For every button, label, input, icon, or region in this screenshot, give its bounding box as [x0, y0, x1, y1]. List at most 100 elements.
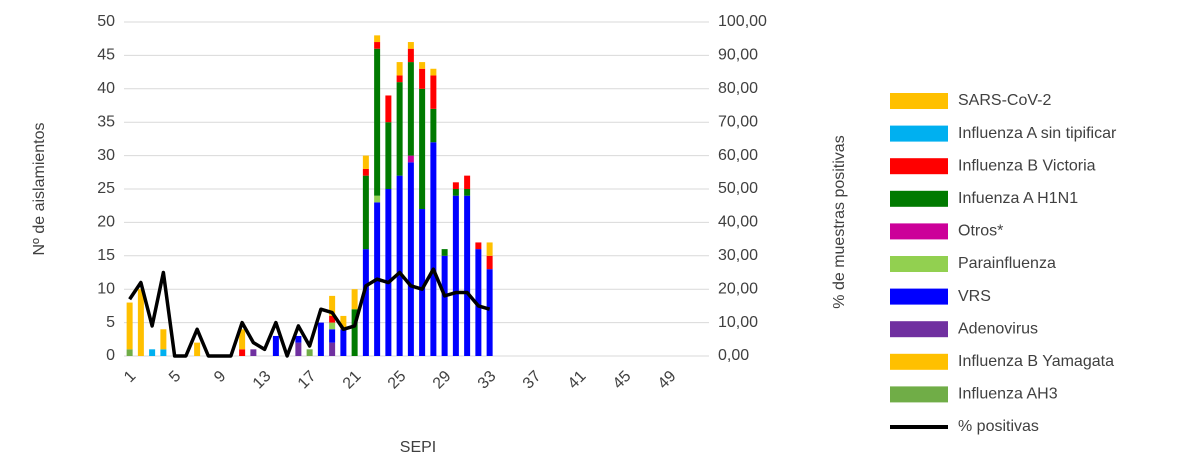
bar-segment [239, 349, 246, 356]
y2-tick-label: 50,00 [718, 180, 758, 197]
bar-segment [374, 35, 381, 43]
bar-segment [194, 342, 201, 356]
bar-segment [430, 108, 437, 143]
bar-segment [362, 155, 369, 169]
bar-segment [396, 75, 403, 83]
bar-segment [374, 42, 381, 49]
bar-segment [329, 295, 336, 316]
bar-segment [441, 255, 448, 356]
x-tick-label: 45 [610, 368, 635, 393]
x-tick-label: 21 [340, 368, 365, 393]
y-tick-label: 35 [97, 113, 115, 130]
bar-segment [396, 62, 403, 76]
y-tick-label: 10 [97, 280, 115, 297]
y2-tick-label: 10,00 [718, 314, 758, 331]
y2-tick-label: 70,00 [718, 113, 758, 130]
y2-tick-label: 40,00 [718, 214, 758, 231]
y2-tick-label: 80,00 [718, 80, 758, 97]
legend-swatch [890, 256, 948, 272]
bar-segment [475, 242, 482, 250]
bar-segment [430, 142, 437, 356]
y2-tick-label: 20,00 [718, 280, 758, 297]
bar-segment [160, 329, 167, 350]
bar-segment [306, 349, 313, 356]
bar-segment [441, 249, 448, 256]
bar-segment [385, 95, 392, 123]
y-tick-label: 5 [106, 314, 115, 331]
y2-tick-label: 0,00 [718, 347, 749, 364]
y-tick-label: 15 [97, 247, 115, 264]
bar-segment [419, 88, 426, 210]
bar-segment [486, 255, 493, 270]
x-axis-title: SEPI [400, 439, 436, 456]
legend-swatch [890, 353, 948, 370]
bar-segment [362, 168, 369, 176]
x-tick-label: 25 [385, 368, 410, 393]
legend-label: Influenza B Yamagata [958, 353, 1114, 370]
legend-swatch [890, 93, 948, 109]
legend-swatch [890, 190, 948, 207]
bar-segment [374, 48, 381, 196]
legend-label: Adenovirus [958, 320, 1038, 337]
bar-segment [329, 342, 336, 356]
bar-segment [149, 349, 156, 356]
x-tick-label: 1 [121, 368, 139, 386]
bar-segment [452, 195, 459, 356]
bar-segment [486, 242, 493, 256]
y-tick-label: 20 [97, 214, 115, 231]
y2-tick-label: 30,00 [718, 247, 758, 264]
legend-label: Influenza AH3 [958, 386, 1058, 403]
line-series [128, 267, 491, 358]
legend-label: Parainfluenza [958, 255, 1056, 272]
bar-segment [137, 289, 144, 356]
x-tick-label: 5 [166, 368, 184, 386]
x-tick-label: 13 [250, 368, 275, 393]
y-tick-label: 25 [97, 180, 115, 197]
legend-swatch [890, 386, 948, 403]
bar-segment [464, 189, 471, 196]
bar-segment [396, 175, 403, 356]
legend-swatch [890, 321, 948, 338]
bar-segment [407, 42, 414, 49]
bar-segment [362, 249, 369, 356]
x-tick-label: 49 [655, 368, 680, 393]
legend-swatch [890, 125, 948, 142]
legend-swatch [890, 288, 948, 305]
x-tick-label: 17 [295, 368, 320, 393]
bar-segment [419, 68, 426, 89]
bar-segment [419, 209, 426, 356]
legend-label: Infuenza A H1N1 [958, 190, 1078, 207]
bar-segment [452, 189, 459, 196]
legend-label: Influenza A sin tipificar [958, 125, 1117, 142]
legend-label: SARS-CoV-2 [958, 92, 1051, 109]
bar-segment [385, 122, 392, 189]
bar-segment [374, 195, 381, 203]
bar-segment [475, 249, 482, 356]
bar-segment [329, 315, 336, 323]
bar-segment [351, 289, 358, 310]
y2-tick-label: 90,00 [718, 47, 758, 64]
bar-segment [295, 335, 302, 343]
bar-segment [407, 48, 414, 63]
bar-segment [126, 349, 133, 356]
bar-segment [126, 302, 133, 350]
bar-segment [430, 75, 437, 109]
bar-segment [407, 62, 414, 156]
legend-label: Influenza B Victoria [958, 157, 1096, 174]
legend-swatch [890, 223, 948, 240]
legend-label: VRS [958, 288, 991, 305]
x-tick-label: 41 [565, 368, 590, 393]
bar-segment [239, 329, 246, 350]
bar-segment [340, 329, 347, 356]
legend-label: % positivas [958, 418, 1039, 435]
bar-segment [160, 349, 167, 356]
x-tick-label: 33 [475, 368, 500, 393]
bar-segment [329, 322, 336, 330]
bar-segment [486, 269, 493, 356]
x-tick-label: 29 [430, 368, 455, 393]
bar-segment [430, 68, 437, 76]
y2-axis-title: % de muestras positivas [831, 135, 848, 308]
bar-segment [407, 162, 414, 356]
bar-segment [396, 82, 403, 176]
